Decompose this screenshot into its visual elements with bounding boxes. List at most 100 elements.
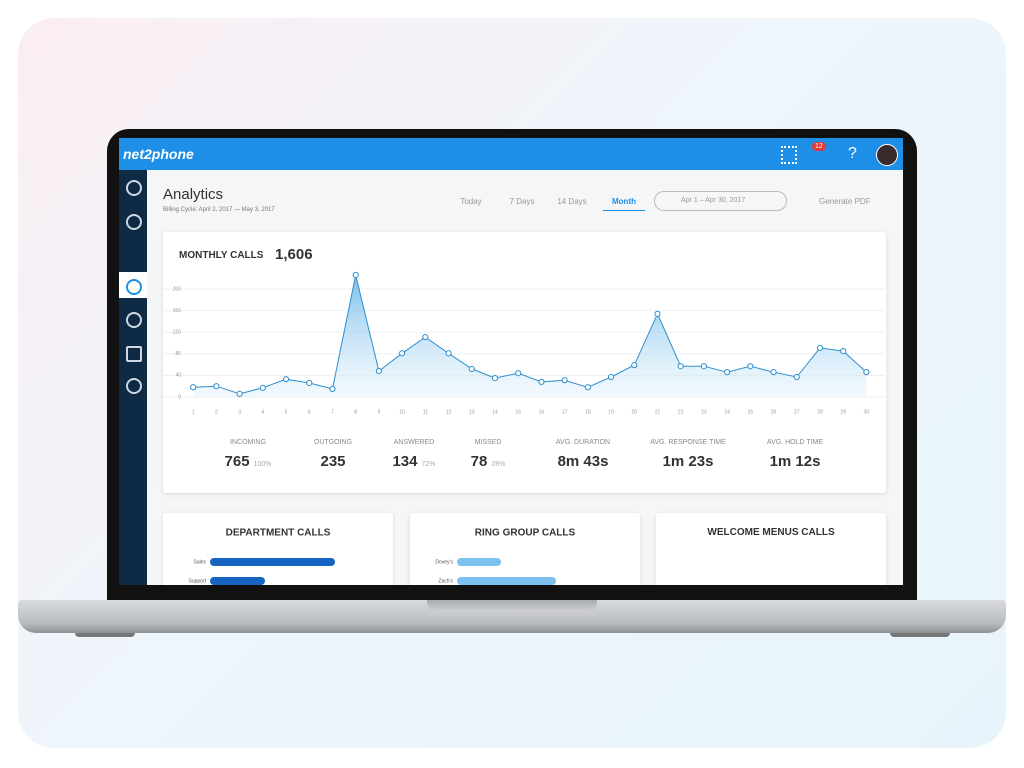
bar-label: Zach's (438, 578, 453, 584)
x-tick-label: 25 (748, 409, 754, 415)
nav-icon[interactable] (126, 214, 142, 230)
point (816, 344, 824, 351)
x-tick-label: 7 (331, 409, 334, 415)
x-tick-label: 5 (285, 409, 288, 415)
laptop-notch (427, 600, 597, 612)
x-tick-label: 4 (261, 409, 264, 415)
notification-badge[interactable]: 12 (812, 142, 826, 151)
stat-value-wrap: 765 100% (198, 453, 298, 471)
screen: net2phone 12 ? Analytics Billing Cycle: … (119, 138, 903, 585)
y-tick-label: 80 (175, 351, 181, 357)
point (491, 375, 499, 382)
y-tick-label: 160 (173, 308, 182, 314)
panel-title: RING GROUP CALLS (475, 528, 576, 539)
stat-value-wrap: 1m 23s (638, 453, 738, 471)
page-subtitle: Billing Cycle: April 2, 2017 — May 3, 20… (163, 207, 275, 213)
point (747, 363, 754, 370)
point (329, 385, 336, 392)
line (193, 274, 867, 395)
nav-icon[interactable] (126, 312, 142, 328)
stat-percent: 28% (491, 461, 506, 468)
point (654, 310, 661, 317)
department-card (163, 513, 393, 585)
x-tick-label: 8 (354, 409, 357, 415)
point (236, 390, 243, 397)
x-tick-label: 3 (238, 409, 241, 415)
nav-icon[interactable] (126, 180, 142, 196)
panel-title: DEPARTMENT CALLS (226, 528, 331, 539)
nav-icon[interactable] (126, 346, 142, 362)
x-tick-label: 10 (399, 409, 405, 415)
point (863, 369, 870, 376)
x-tick-label: 9 (378, 409, 381, 415)
tab[interactable]: Today (460, 197, 482, 206)
point (306, 379, 313, 387)
point (375, 367, 383, 375)
bar-label: Support (188, 578, 206, 584)
x-tick-label: 1 (192, 409, 195, 415)
stat-value-wrap: 8m 43s (533, 453, 633, 471)
bar-label: Sales (193, 559, 206, 565)
point (190, 384, 197, 391)
laptop-foot (75, 633, 135, 637)
panel-title: WELCOME MENUS CALLS (707, 527, 835, 538)
tab[interactable]: 7 Days (509, 197, 535, 206)
tab[interactable]: Month (603, 197, 645, 211)
stat-label: INCOMING (230, 439, 266, 446)
help-icon[interactable]: ? (848, 145, 857, 162)
x-tick-label: 12 (446, 409, 452, 415)
point (607, 373, 615, 381)
monthly-card (163, 232, 886, 493)
point (213, 383, 220, 390)
laptop-base (18, 600, 1006, 633)
laptop-foot (890, 633, 950, 637)
total-calls: 1,606 (275, 246, 313, 263)
point (770, 369, 777, 376)
stat-value: 1m 23s (662, 453, 714, 470)
chart-title: MONTHLY CALLS (179, 250, 264, 261)
bar (210, 577, 265, 585)
x-tick-label: 28 (817, 409, 823, 415)
x-tick-label: 29 (840, 409, 846, 415)
point (352, 271, 359, 279)
x-tick-label: 27 (794, 409, 800, 415)
stat-value-wrap: 1m 12s (745, 453, 845, 471)
stat-value: 1m 12s (769, 453, 821, 470)
point (538, 378, 545, 385)
dialpad-icon[interactable] (781, 146, 797, 164)
stat-value-wrap: 235 (283, 453, 383, 471)
y-tick-label: 200 (173, 286, 182, 292)
generate-pdf[interactable]: Generate PDF (819, 197, 871, 206)
x-tick-label: 23 (701, 409, 707, 415)
avatar[interactable] (876, 144, 898, 166)
point (515, 370, 522, 377)
point (631, 362, 638, 369)
sidebar (119, 170, 147, 585)
x-tick-label: 19 (608, 409, 614, 415)
stat-value: 8m 43s (557, 453, 609, 470)
x-tick-label: 16 (539, 409, 545, 415)
date-picker[interactable]: Apr 1 – Apr 30, 2017 (654, 191, 787, 211)
stat-value: 78 (470, 453, 488, 470)
x-tick-label: 30 (864, 409, 870, 415)
y-tick-label: 40 (175, 373, 181, 379)
point (259, 384, 266, 391)
x-tick-label: 17 (562, 409, 568, 415)
bar-label: Dovey's (435, 559, 453, 565)
x-tick-label: 14 (492, 409, 498, 415)
point (282, 376, 290, 383)
stat-label: MISSED (474, 439, 502, 446)
brand: net2phone (123, 146, 194, 162)
x-tick-label: 2 (215, 409, 218, 415)
tab[interactable]: 14 Days (557, 197, 587, 206)
nav-icon[interactable] (126, 378, 142, 394)
point (422, 333, 429, 341)
x-tick-label: 6 (308, 409, 311, 415)
stat-label: AVG. DURATION (555, 439, 611, 446)
x-tick-label: 21 (655, 409, 661, 415)
stat-label: AVG. RESPONSE TIME (650, 439, 726, 446)
x-tick-label: 18 (585, 409, 591, 415)
nav-icon[interactable] (126, 279, 142, 295)
point (561, 377, 568, 384)
top-bar: net2phone 12 ? (119, 138, 903, 170)
